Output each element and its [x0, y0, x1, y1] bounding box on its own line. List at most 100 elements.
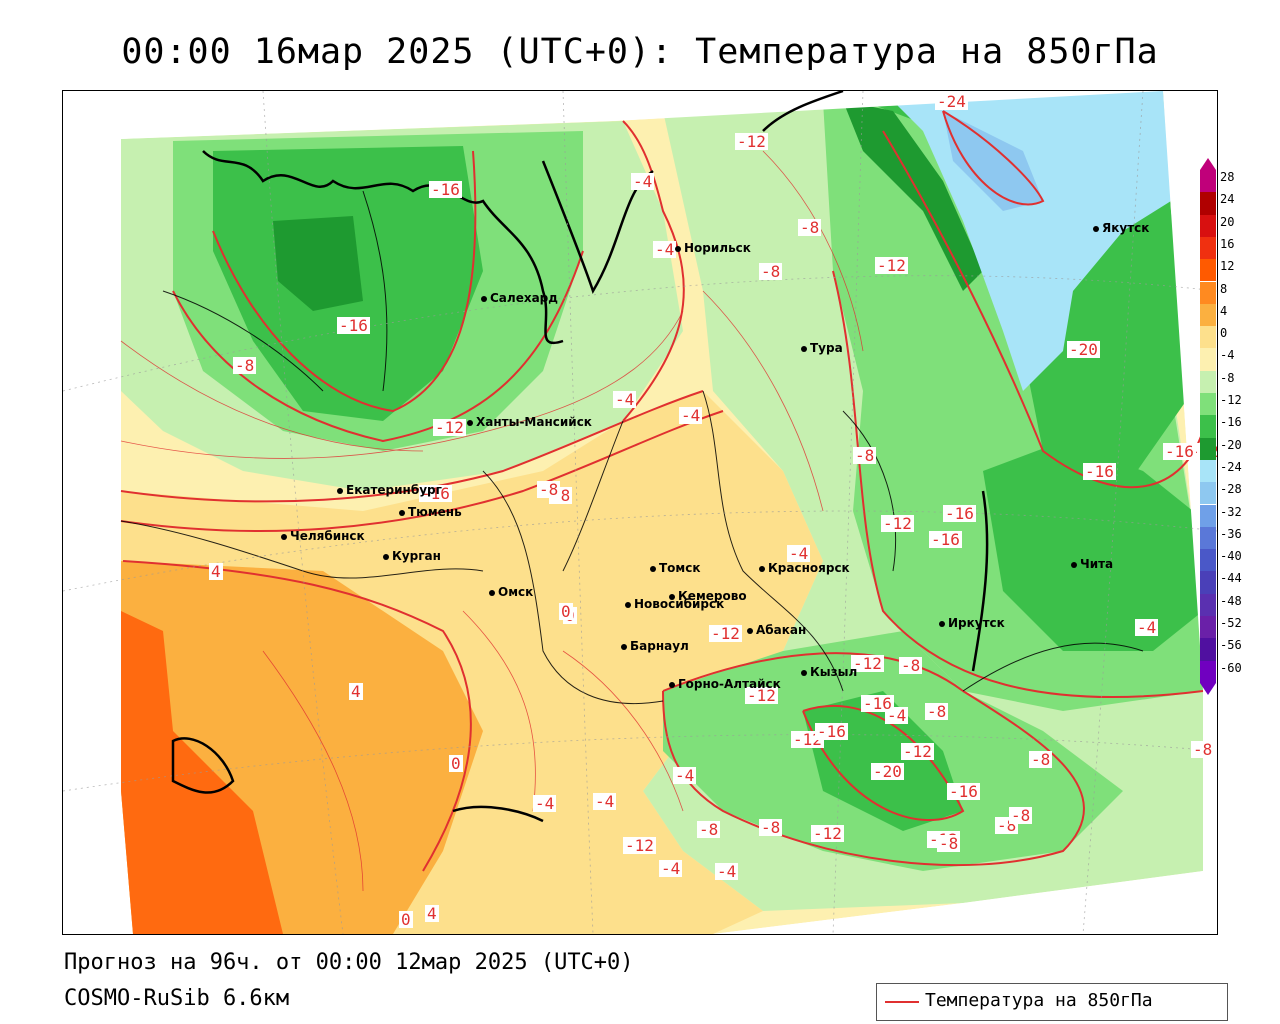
- contour-value-label: -8: [759, 262, 783, 281]
- contour-value-label: -16: [419, 484, 452, 503]
- colorbar-tick-label: 24: [1220, 192, 1235, 207]
- contour-value-label: -16: [815, 722, 848, 741]
- contour-value-label: -4: [659, 859, 683, 878]
- colorbar-arrow-top: [1200, 158, 1216, 170]
- city-name: Иркутск: [948, 616, 1005, 630]
- colorbar-tick-label: -20: [1220, 437, 1242, 452]
- city-dot-icon: [337, 487, 343, 494]
- city-name: Салехард: [490, 291, 558, 305]
- city-marker: Салехард: [481, 291, 558, 305]
- city-dot-icon: [650, 565, 656, 572]
- contour-value-label: -12: [901, 742, 934, 761]
- coastline: [171, 91, 989, 823]
- city-name: Якутск: [1102, 221, 1150, 235]
- city-marker: Курган: [383, 549, 441, 563]
- city-name: Омск: [498, 585, 534, 599]
- colorbar-tick-label: 0: [1220, 326, 1228, 341]
- contour-value-label: -20: [871, 762, 904, 781]
- contour-value-label: -12: [735, 132, 768, 151]
- legend: Температура на 850гПа: [876, 983, 1228, 1021]
- city-marker: Челябинск: [281, 529, 365, 543]
- contour-value-label: -12: [811, 824, 844, 843]
- contour-value-label: -8: [1009, 806, 1033, 825]
- city-dot-icon: [747, 627, 753, 634]
- colorbar-cell: [1200, 326, 1216, 349]
- contour-value-label: -8: [1029, 750, 1053, 769]
- contour-value-label: -4: [715, 862, 739, 881]
- contour-value-label: -8: [537, 480, 561, 499]
- contour-value-label: -16: [1163, 442, 1196, 461]
- city-name: Горно-Алтайск: [678, 677, 781, 691]
- colorbar-tick-label: -12: [1220, 393, 1242, 407]
- temperature-map[interactable]: -24 -12 -4 -16 -8 -4 -12 -8 -8 -16 -20 -16 -12 -4 -4 -1…: [62, 90, 1218, 935]
- contour-value-label: -16: [337, 316, 370, 335]
- colorbar-cell: [1200, 259, 1216, 282]
- city-dot-icon: [481, 295, 487, 302]
- city-name: Екатеринбург: [346, 483, 442, 497]
- colorbar-tick-label: -36: [1220, 526, 1242, 541]
- contour-value-label: -12: [851, 654, 884, 673]
- contour-value-label: -12: [709, 624, 742, 643]
- city-marker: Ханты-Мансийск: [467, 415, 592, 429]
- forecast-subtitle: Прогноз на 96ч. от 00:00 12мар 2025 (UTC…: [64, 950, 634, 975]
- city-name: Ханты-Мансийск: [476, 415, 592, 429]
- contour-value-label: -8: [697, 820, 721, 839]
- colorbar-tick-label: -48: [1220, 593, 1242, 608]
- city-marker: Тюмень: [399, 505, 462, 519]
- contour-value-label: -12: [875, 256, 908, 275]
- city-marker: Иркутск: [939, 616, 1005, 630]
- colorbar-tick-label: 8: [1220, 281, 1228, 296]
- city-marker: Барнаул: [621, 639, 689, 653]
- contour-value-label: -4: [679, 406, 703, 425]
- colorbar-tick-label: -24: [1220, 459, 1242, 474]
- admin-borders: [120, 190, 1144, 705]
- contour-value-label: -4: [593, 792, 617, 811]
- colorbar-cell: [1200, 504, 1216, 527]
- contour-value-label: -12: [623, 836, 656, 855]
- contour-value-label: 0: [449, 754, 463, 773]
- city-name: Барнаул: [630, 639, 689, 653]
- city-name: Тюмень: [408, 505, 462, 519]
- colorbar-tick-label: -16: [1220, 415, 1242, 430]
- colorbar-tick-label: -8: [1220, 370, 1235, 385]
- legend-line-swatch: [885, 1001, 919, 1003]
- contour-value-label: 4: [209, 562, 223, 581]
- contour-value-label: -4: [653, 240, 677, 259]
- city-dot-icon: [281, 533, 287, 540]
- contour-value-label: -16: [943, 504, 976, 523]
- colorbar-tick-label: 4: [1220, 303, 1228, 318]
- colorbar-cell: [1200, 192, 1216, 215]
- contour-value-label: 4: [349, 682, 363, 701]
- contour-value-label: -16: [429, 180, 462, 199]
- contour-value-label: -8: [937, 834, 961, 853]
- map-title: 00:00 16мар 2025 (UTC+0): Температура на…: [121, 32, 1159, 72]
- city-dot-icon: [759, 565, 765, 572]
- graticule: [63, 91, 1217, 934]
- contour-value-label: -20: [1067, 340, 1100, 359]
- colorbar-tick-label: -52: [1220, 616, 1242, 630]
- colorbar-tick-label: -4: [1220, 348, 1235, 363]
- contour-value-label: -12: [881, 514, 914, 533]
- city-dot-icon: [625, 601, 631, 608]
- colorbar-cell: [1200, 370, 1216, 393]
- city-dot-icon: [939, 620, 945, 627]
- colorbar-tick-label: -32: [1220, 504, 1242, 519]
- colorbar-cell: [1200, 660, 1216, 683]
- city-name: Челябинск: [290, 529, 365, 543]
- map-canvas: [63, 91, 1217, 934]
- contour-value-label: -12: [433, 418, 466, 437]
- city-dot-icon: [1071, 561, 1077, 568]
- contour-value-label: -4: [673, 766, 697, 785]
- city-marker: Горно-Алтайск: [669, 677, 781, 691]
- contour-value-label: -4: [787, 544, 811, 563]
- city-dot-icon: [489, 589, 495, 596]
- city-dot-icon: [669, 593, 675, 600]
- colorbar-cell: [1200, 459, 1216, 483]
- colorbar-cell: [1200, 281, 1216, 304]
- city-marker: Чита: [1071, 557, 1113, 571]
- city-dot-icon: [1093, 225, 1099, 232]
- colorbar-cell: [1200, 593, 1216, 616]
- contour-value-label: -4: [1135, 618, 1159, 637]
- contour-value-label: 0: [559, 602, 573, 621]
- colorbar-cell: [1200, 214, 1216, 237]
